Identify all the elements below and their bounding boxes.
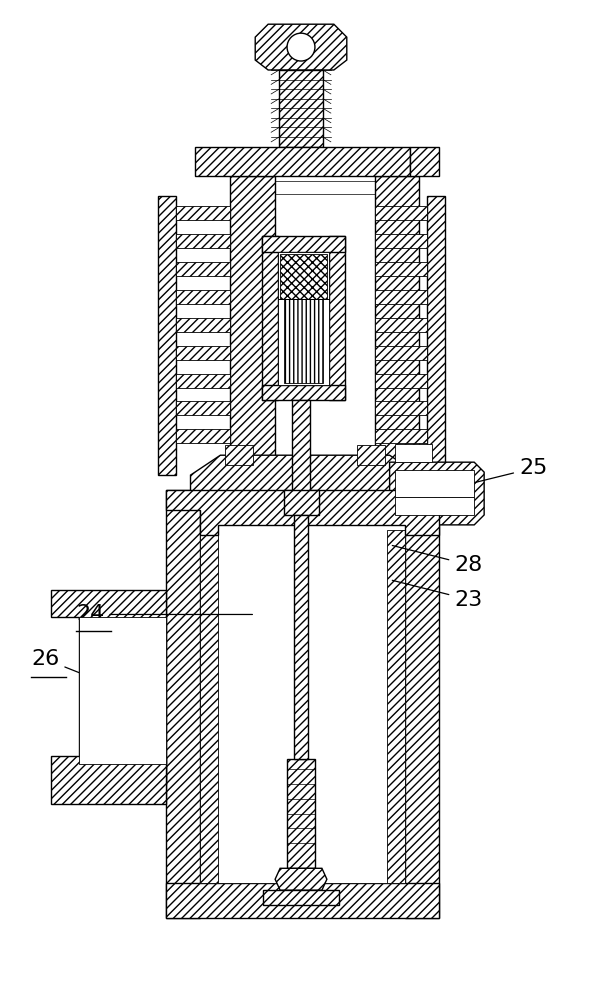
Bar — [200, 490, 405, 883]
Bar — [175, 429, 230, 443]
Bar — [79, 617, 166, 764]
Polygon shape — [191, 455, 420, 495]
Bar — [374, 374, 428, 388]
Bar — [374, 290, 428, 304]
Bar — [294, 515, 308, 759]
Bar — [374, 234, 428, 248]
Bar — [284, 490, 319, 515]
Polygon shape — [255, 24, 347, 70]
Text: 24: 24 — [76, 604, 253, 624]
Bar — [278, 252, 329, 385]
Bar — [292, 400, 310, 510]
Polygon shape — [275, 868, 327, 890]
Bar — [394, 497, 474, 515]
Bar — [262, 236, 345, 252]
Bar — [175, 318, 230, 332]
Bar — [374, 206, 428, 220]
Bar — [394, 470, 474, 497]
Bar — [374, 262, 428, 276]
Bar — [175, 374, 230, 388]
Bar — [409, 147, 440, 176]
Bar — [175, 206, 230, 220]
Bar — [357, 445, 385, 465]
Polygon shape — [166, 490, 440, 535]
Bar — [374, 401, 428, 415]
Bar — [374, 318, 428, 332]
Bar — [175, 234, 230, 248]
Bar — [175, 346, 230, 360]
Bar — [226, 445, 253, 465]
Bar — [284, 299, 323, 383]
Polygon shape — [51, 590, 166, 784]
Bar — [200, 530, 218, 883]
Bar — [279, 70, 323, 147]
Bar — [262, 385, 345, 400]
Circle shape — [287, 33, 315, 61]
Text: 26: 26 — [31, 649, 143, 698]
Bar — [405, 490, 440, 918]
Bar — [51, 756, 166, 804]
Polygon shape — [390, 462, 484, 525]
Bar — [262, 236, 278, 400]
Bar — [175, 401, 230, 415]
Bar — [329, 236, 345, 400]
Bar — [387, 530, 405, 883]
Bar — [394, 444, 432, 462]
Text: 25: 25 — [447, 458, 548, 489]
Bar — [166, 490, 200, 918]
Bar — [157, 196, 175, 475]
Bar — [175, 290, 230, 304]
Text: 23: 23 — [393, 580, 482, 610]
Bar — [374, 176, 420, 470]
Bar — [428, 196, 446, 475]
Text: 28: 28 — [393, 545, 482, 575]
Bar — [166, 883, 440, 918]
Bar — [287, 759, 315, 868]
Bar — [280, 254, 327, 299]
Bar — [374, 346, 428, 360]
Bar — [230, 176, 275, 470]
Bar — [175, 262, 230, 276]
Bar — [195, 147, 409, 176]
Bar — [374, 429, 428, 443]
Bar — [263, 890, 339, 905]
